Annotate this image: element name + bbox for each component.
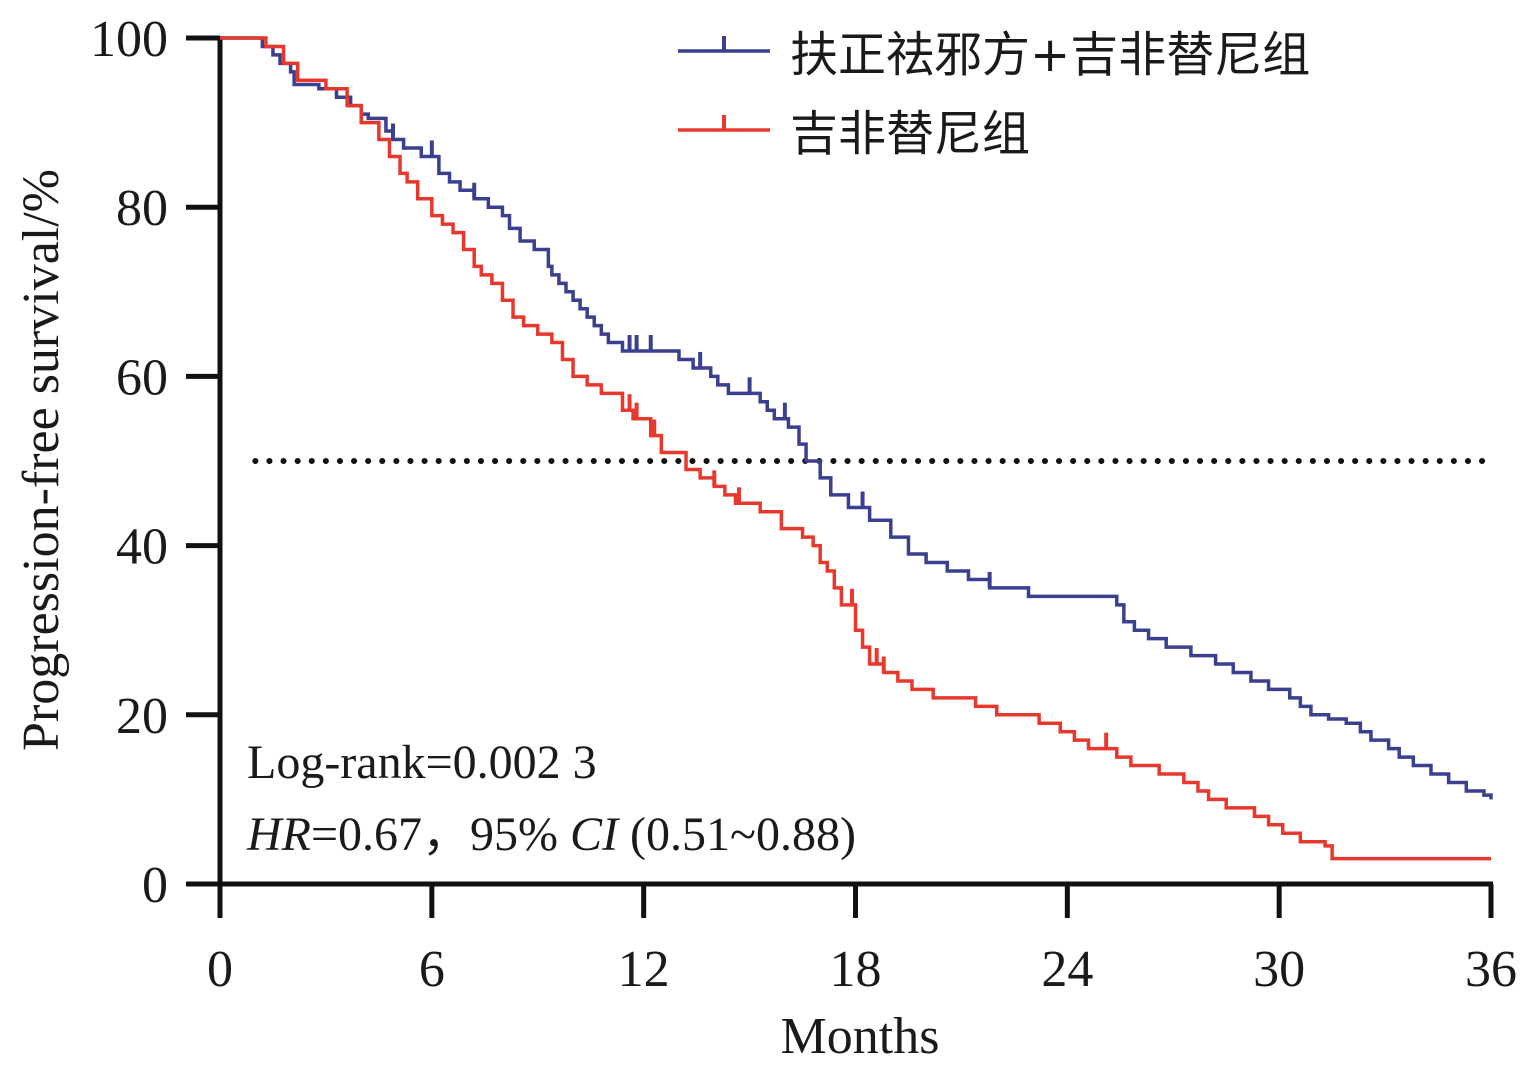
survival-curve-series-2: [220, 36, 1491, 861]
x-tick-label: 6: [419, 941, 445, 998]
legend-label-series-2: 吉非替尼组: [790, 106, 1030, 162]
ticks: 0 6 12 18 24 30 36 0 20 40 60 80 100: [90, 11, 1517, 998]
legend: 扶正祛邪方+吉非替尼组 吉非替尼组: [678, 27, 1310, 162]
hr-value: =0.67，95%: [311, 808, 570, 861]
survival-curve-series-1: [220, 36, 1493, 800]
series-layer: [220, 36, 1493, 861]
y-tick-label: 40: [116, 519, 168, 576]
hr-label: HR: [246, 808, 311, 861]
y-tick-label: 100: [90, 11, 168, 68]
ci-label: CI: [570, 808, 620, 861]
x-tick-label: 36: [1465, 941, 1517, 998]
y-tick-label: 80: [116, 180, 168, 237]
legend-label-series-1: 扶正祛邪方+吉非替尼组: [790, 27, 1310, 83]
y-tick-label: 0: [142, 857, 168, 914]
y-axis-label: Progression-free survival/%: [13, 169, 70, 751]
legend-item-series-1: 扶正祛邪方+吉非替尼组: [678, 27, 1310, 83]
x-axis-label: Months: [781, 1008, 940, 1065]
x-tick-label: 24: [1041, 941, 1093, 998]
hr-annotation: HR=0.67，95% CI (0.51~0.88): [246, 808, 856, 861]
y-tick-label: 60: [116, 349, 168, 406]
ci-value: (0.51~0.88): [618, 808, 856, 861]
x-tick-label: 18: [830, 941, 882, 998]
y-tick-label: 20: [116, 688, 168, 745]
x-tick-label: 30: [1253, 941, 1305, 998]
x-tick-label: 0: [207, 941, 233, 998]
x-tick-label: 12: [618, 941, 670, 998]
legend-item-series-2: 吉非替尼组: [678, 106, 1030, 162]
logrank-annotation: Log-rank=0.002 3: [247, 736, 597, 789]
